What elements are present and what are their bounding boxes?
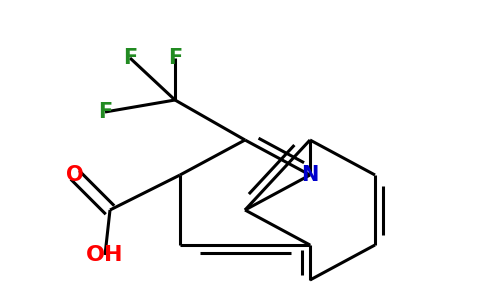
Text: F: F [168,48,182,68]
Text: N: N [302,165,318,185]
Text: O: O [66,165,84,185]
Text: OH: OH [86,245,124,265]
Text: F: F [98,102,112,122]
Text: F: F [123,48,137,68]
